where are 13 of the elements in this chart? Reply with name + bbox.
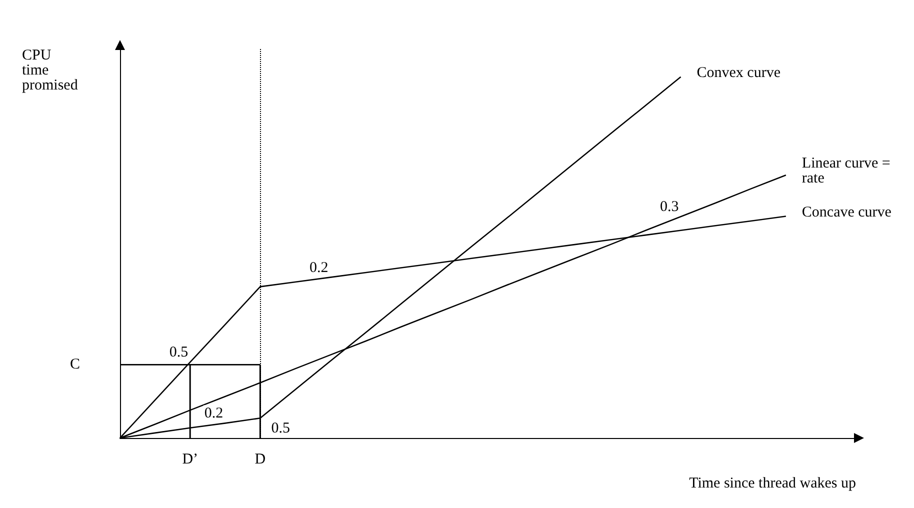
annotation: 0.2 — [310, 260, 328, 276]
series-label: Linear curve = rate — [802, 156, 894, 187]
y-axis-title: CPU time promised — [22, 48, 78, 94]
annotation: 0.3 — [660, 199, 679, 216]
x-tick-label: D’ — [182, 452, 198, 468]
x-tick-label: D — [254, 452, 266, 468]
annotation: 0.5 — [271, 420, 290, 437]
annotation: 0.5 — [169, 344, 188, 361]
x-axis-title: Time since thread wakes up — [689, 476, 856, 492]
series-label: Concave curve — [802, 204, 892, 220]
annotation: 0.2 — [204, 406, 224, 422]
series-label: Convex curve — [696, 64, 781, 81]
text: C — [70, 356, 80, 373]
